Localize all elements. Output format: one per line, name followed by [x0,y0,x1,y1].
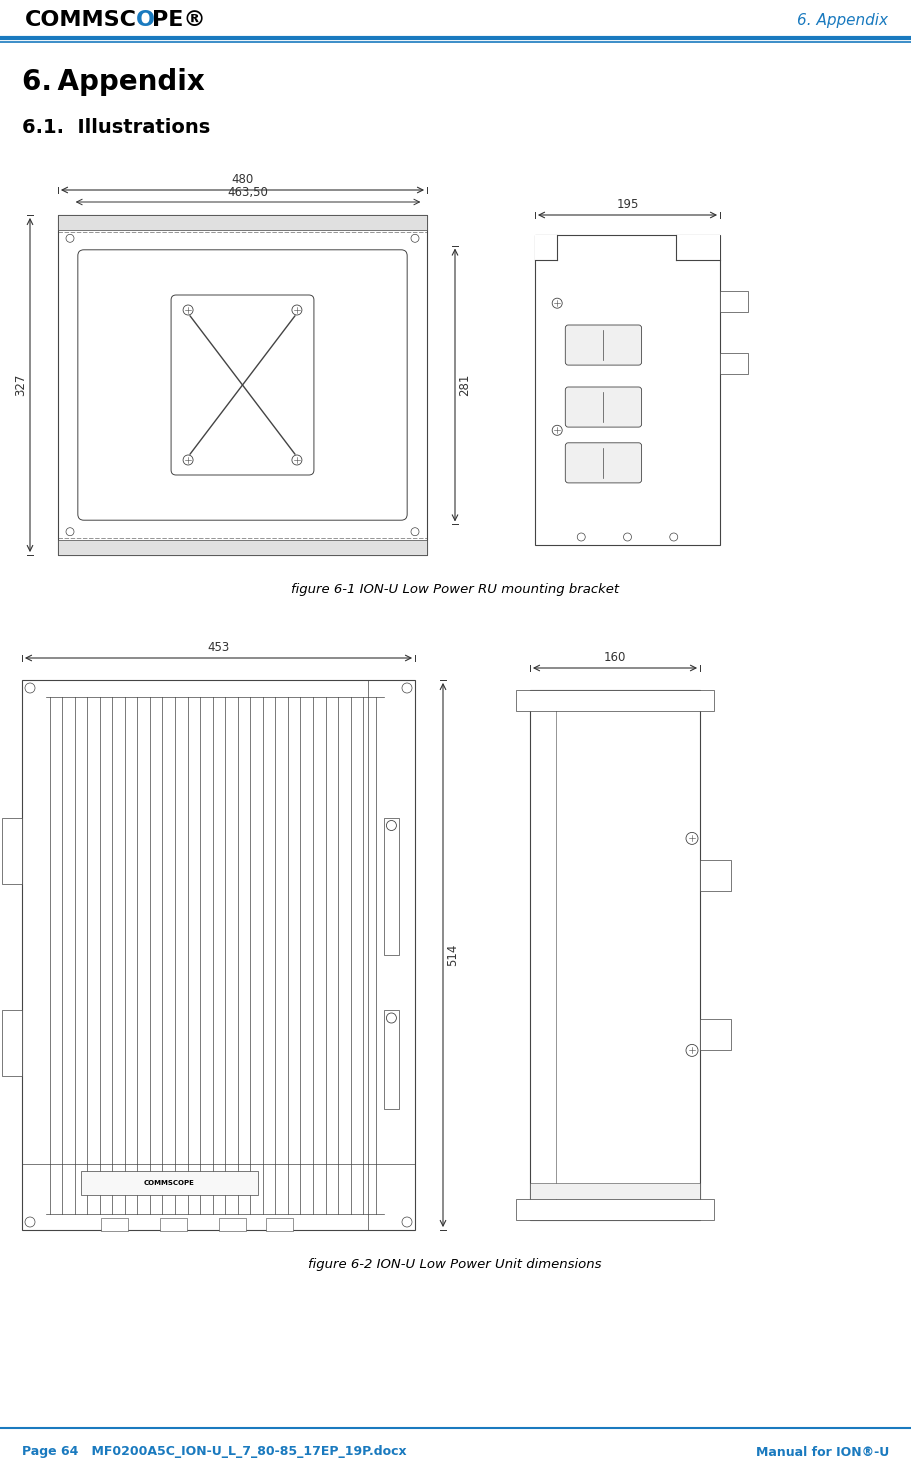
Text: 6. Appendix: 6. Appendix [797,12,888,28]
Text: 160: 160 [604,651,626,664]
Circle shape [183,305,193,316]
Text: 195: 195 [617,199,639,210]
Bar [100,1218,128,1232]
Text: figure 6-2 ION-U Low Power Unit dimensions: figure 6-2 ION-U Low Power Unit dimensio… [308,1258,602,1272]
Text: 6.1.  Illustrations: 6.1. Illustrations [22,119,210,136]
Text: figure 6-1 ION-U Low Power RU mounting bracket: figure 6-1 ION-U Low Power RU mounting b… [291,582,619,596]
Bar [700,860,731,891]
Circle shape [183,455,193,465]
Bar [517,1199,713,1220]
Bar [530,1183,700,1199]
Bar [535,236,558,259]
Text: Manual for ION®-U: Manual for ION®-U [756,1445,889,1458]
Text: 281: 281 [458,373,471,396]
Bar [3,818,22,883]
Text: 327: 327 [14,373,27,396]
Circle shape [402,1217,412,1227]
Bar [266,1218,293,1232]
Text: 480: 480 [231,173,253,187]
Text: 453: 453 [208,642,230,654]
Bar [81,1171,258,1196]
Bar [720,290,748,313]
Bar [720,353,748,375]
Text: COMMSCOPE: COMMSCOPE [144,1180,195,1186]
Bar [384,818,399,954]
Bar [22,680,415,1230]
Text: O: O [136,10,155,30]
Circle shape [25,1217,35,1227]
Circle shape [292,455,302,465]
Bar [58,539,427,554]
Circle shape [66,528,74,535]
Text: 514: 514 [446,944,459,966]
FancyBboxPatch shape [566,443,641,483]
Circle shape [402,683,412,694]
FancyBboxPatch shape [77,250,407,520]
Text: PE®: PE® [152,10,206,30]
Circle shape [552,425,562,436]
Text: Page 64   MF0200A5C_ION-U_L_7_80-85_17EP_19P.docx: Page 64 MF0200A5C_ION-U_L_7_80-85_17EP_1… [22,1445,406,1458]
Circle shape [686,1045,698,1057]
Circle shape [292,305,302,316]
Bar [219,1218,246,1232]
Bar [530,691,700,1220]
Text: 463,50: 463,50 [228,187,269,199]
Bar [676,236,720,259]
Circle shape [66,234,74,242]
Circle shape [686,833,698,845]
Bar [3,1011,22,1076]
Circle shape [411,528,419,535]
Bar [384,1011,399,1109]
Bar [535,236,720,545]
Text: 6. Appendix: 6. Appendix [22,68,205,96]
Text: COMMSC: COMMSC [25,10,137,30]
Bar [58,215,427,554]
Circle shape [552,298,562,308]
FancyBboxPatch shape [566,325,641,365]
Bar [700,1018,731,1051]
Bar [517,691,713,711]
Bar [58,215,427,230]
FancyBboxPatch shape [171,295,314,476]
FancyBboxPatch shape [566,387,641,427]
Bar [159,1218,187,1232]
Circle shape [25,683,35,694]
Circle shape [411,234,419,242]
